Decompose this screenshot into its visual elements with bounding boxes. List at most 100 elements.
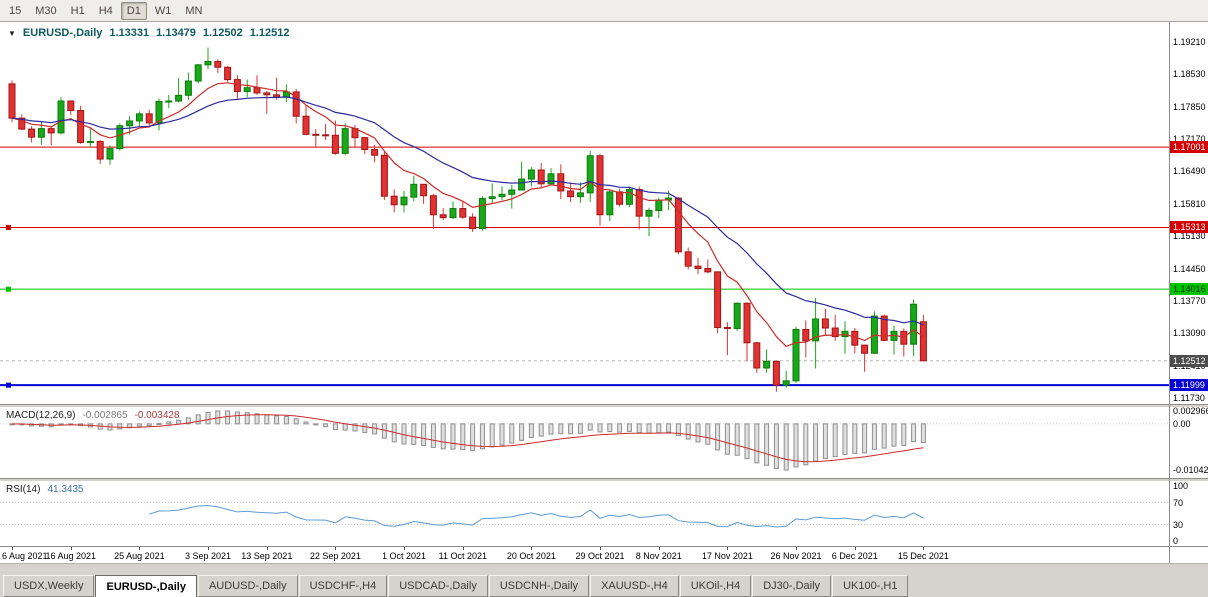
- timeframe-button-mn[interactable]: MN: [179, 2, 208, 20]
- macd-canvas[interactable]: [0, 407, 1169, 478]
- time-axis-tick: [923, 547, 925, 550]
- macd-label: MACD(12,26,9) -0.002865 -0.003428: [6, 410, 180, 421]
- time-axis-tick: [208, 547, 209, 550]
- symbol-period-label: EURUSD-,Daily: [22, 27, 103, 39]
- time-axis-label: 29 Oct 2021: [575, 551, 625, 561]
- time-axis-label: 6 Aug 2021: [2, 551, 48, 561]
- macd-axis-label: 0.00: [1173, 418, 1191, 429]
- moving-average-8: [11, 82, 924, 348]
- chart-tab-usdcad-daily[interactable]: USDCAD-,Daily: [388, 575, 488, 597]
- price-tag-1.11999: 1.11999: [1170, 379, 1208, 392]
- macd-signal-value: -0.003428: [134, 410, 180, 421]
- price-axis-label: 1.16490: [1173, 166, 1206, 177]
- rsi-label: RSI(14) 41.3435: [6, 484, 84, 495]
- rsi-canvas[interactable]: [0, 481, 1169, 546]
- time-axis-label: 26 Nov 2021: [770, 551, 822, 561]
- price-axis-separator: [1169, 22, 1170, 563]
- timeframe-button-h1[interactable]: H1: [65, 2, 91, 20]
- time-axis-tick: [796, 547, 797, 550]
- rsi-name: RSI(14): [6, 484, 41, 495]
- price-axis-label: 1.11730: [1173, 392, 1205, 403]
- price-axis-label: 1.15810: [1173, 198, 1206, 209]
- price-axis-label: 1.13090: [1173, 328, 1206, 339]
- time-axis-tick: [12, 547, 13, 550]
- price-axis-label: 1.18530: [1173, 69, 1206, 80]
- chart-tab-usdchf-h4[interactable]: USDCHF-,H4: [298, 575, 388, 597]
- rsi-indicator-panel[interactable]: RSI(14) 41.3435: [0, 481, 1208, 546]
- time-axis-label: 25 Aug 2021: [114, 551, 165, 561]
- rsi-axis-label: 70: [1173, 497, 1184, 508]
- ohlc-open: 1.13331: [109, 27, 150, 39]
- chart-tabs-bar: USDX,Weekly EURUSD-,Daily AUDUSD-,Daily USD…: [0, 575, 1208, 597]
- chart-tab-ukoil-h4[interactable]: UKOil-,H4: [679, 575, 752, 597]
- chart-tab-eurusd-daily[interactable]: EURUSD-,Daily: [95, 575, 197, 597]
- timeframe-button-h4[interactable]: H4: [93, 2, 119, 20]
- ohlc-low: 1.12502: [202, 27, 243, 39]
- price-axis-label: 1.14450: [1173, 263, 1206, 274]
- macd-main-value: -0.002865: [82, 410, 128, 421]
- time-axis-label: 20 Oct 2021: [506, 551, 556, 561]
- ohlc-close: 1.12512: [249, 27, 290, 39]
- macd-indicator-panel[interactable]: MACD(12,26,9) -0.002865 -0.003428: [0, 407, 1208, 478]
- macd-axis-label: -0.01042: [1173, 465, 1208, 475]
- macd-signal-line: [11, 414, 924, 463]
- time-axis-label: 1 Oct 2021: [381, 551, 427, 561]
- chart-tab-uk100-h1[interactable]: UK100-,H1: [832, 575, 909, 597]
- time-axis-tick: [404, 547, 405, 550]
- price-axis-label: 1.19210: [1173, 37, 1206, 47]
- time-axis-label: 3 Sep 2021: [184, 551, 232, 561]
- time-axis-tick: [139, 547, 141, 550]
- macd-axis-label: 0.002966: [1173, 406, 1208, 416]
- macd-name: MACD(12,26,9): [6, 410, 76, 421]
- time-axis-label: 15 Dec 2021: [897, 551, 949, 561]
- time-axis-tick: [70, 547, 72, 550]
- price-tag-1.15313: 1.15313: [1170, 221, 1208, 234]
- line-drag-handle[interactable]: [6, 382, 11, 388]
- chart-tab-audusd-daily[interactable]: AUDUSD-,Daily: [197, 575, 298, 597]
- time-axis-tick: [531, 547, 533, 550]
- chart-tab-xauusd-h4[interactable]: XAUUSD-,H4: [590, 575, 679, 597]
- time-axis-label: 16 Aug 2021: [45, 551, 97, 561]
- time-axis-label: 8 Nov 2021: [635, 551, 682, 561]
- timeframe-button-15[interactable]: 15: [3, 2, 27, 20]
- time-axis-tick: [462, 547, 464, 550]
- price-axis-label: 1.13770: [1173, 295, 1206, 306]
- rsi-value: 41.3435: [47, 484, 84, 495]
- rsi-axis-label: 100: [1173, 481, 1189, 491]
- time-axis-label: 11 Oct 2021: [438, 551, 487, 561]
- chart-tab-usdcnh-daily[interactable]: USDCNH-,Daily: [488, 575, 590, 597]
- time-axis-tick: [727, 547, 729, 550]
- time-axis-tick: [335, 547, 337, 550]
- rsi-axis-label: 30: [1173, 519, 1184, 530]
- time-axis-label: 13 Sep 2021: [241, 551, 293, 561]
- price-chart-canvas[interactable]: [0, 22, 1169, 404]
- line-drag-handle[interactable]: [6, 224, 11, 230]
- rsi-line: [149, 505, 924, 528]
- rsi-axis-label: 0: [1173, 536, 1179, 546]
- time-axis-label: 6 Dec 2021: [831, 551, 878, 561]
- time-axis[interactable]: 6 Aug 2021 16 Aug 2021 25 Aug 2021 3 Sep 20…: [0, 546, 1208, 564]
- time-axis-label: 22 Sep 2021: [309, 551, 361, 561]
- chart-tab-dj30-daily[interactable]: DJ30-,Daily: [752, 575, 832, 597]
- candlesticks: [8, 47, 927, 392]
- price-chart-panel[interactable]: ▼ EURUSD-,Daily 1.13331 1.13479 1.12502 …: [0, 22, 1208, 404]
- collapse-icon[interactable]: ▼: [8, 29, 16, 38]
- price-tag-1.14016: 1.14016: [1170, 283, 1208, 296]
- current-price-tag: 1.12512: [1170, 354, 1208, 367]
- time-axis-tick: [854, 547, 856, 550]
- moving-average-20: [11, 96, 924, 326]
- time-axis-tick: [266, 547, 268, 550]
- ohlc-high: 1.13479: [156, 27, 196, 39]
- timeframe-toolbar: 15 M30 H1 H4 D1 W1 MN: [0, 0, 1208, 22]
- price-tag-1.17001: 1.17001: [1170, 141, 1208, 154]
- time-axis-tick: [600, 547, 601, 550]
- chart-tab-usdx-weekly[interactable]: USDX,Weekly: [3, 575, 95, 597]
- line-drag-handle[interactable]: [6, 286, 11, 292]
- time-axis-tick: [658, 547, 660, 550]
- timeframe-button-w1[interactable]: W1: [149, 2, 178, 20]
- price-axis-label: 1.15130: [1173, 231, 1206, 242]
- timeframe-button-d1[interactable]: D1: [120, 1, 147, 20]
- chart-title: ▼ EURUSD-,Daily 1.13331 1.13479 1.12502 …: [8, 27, 289, 40]
- timeframe-button-m30[interactable]: M30: [29, 2, 62, 20]
